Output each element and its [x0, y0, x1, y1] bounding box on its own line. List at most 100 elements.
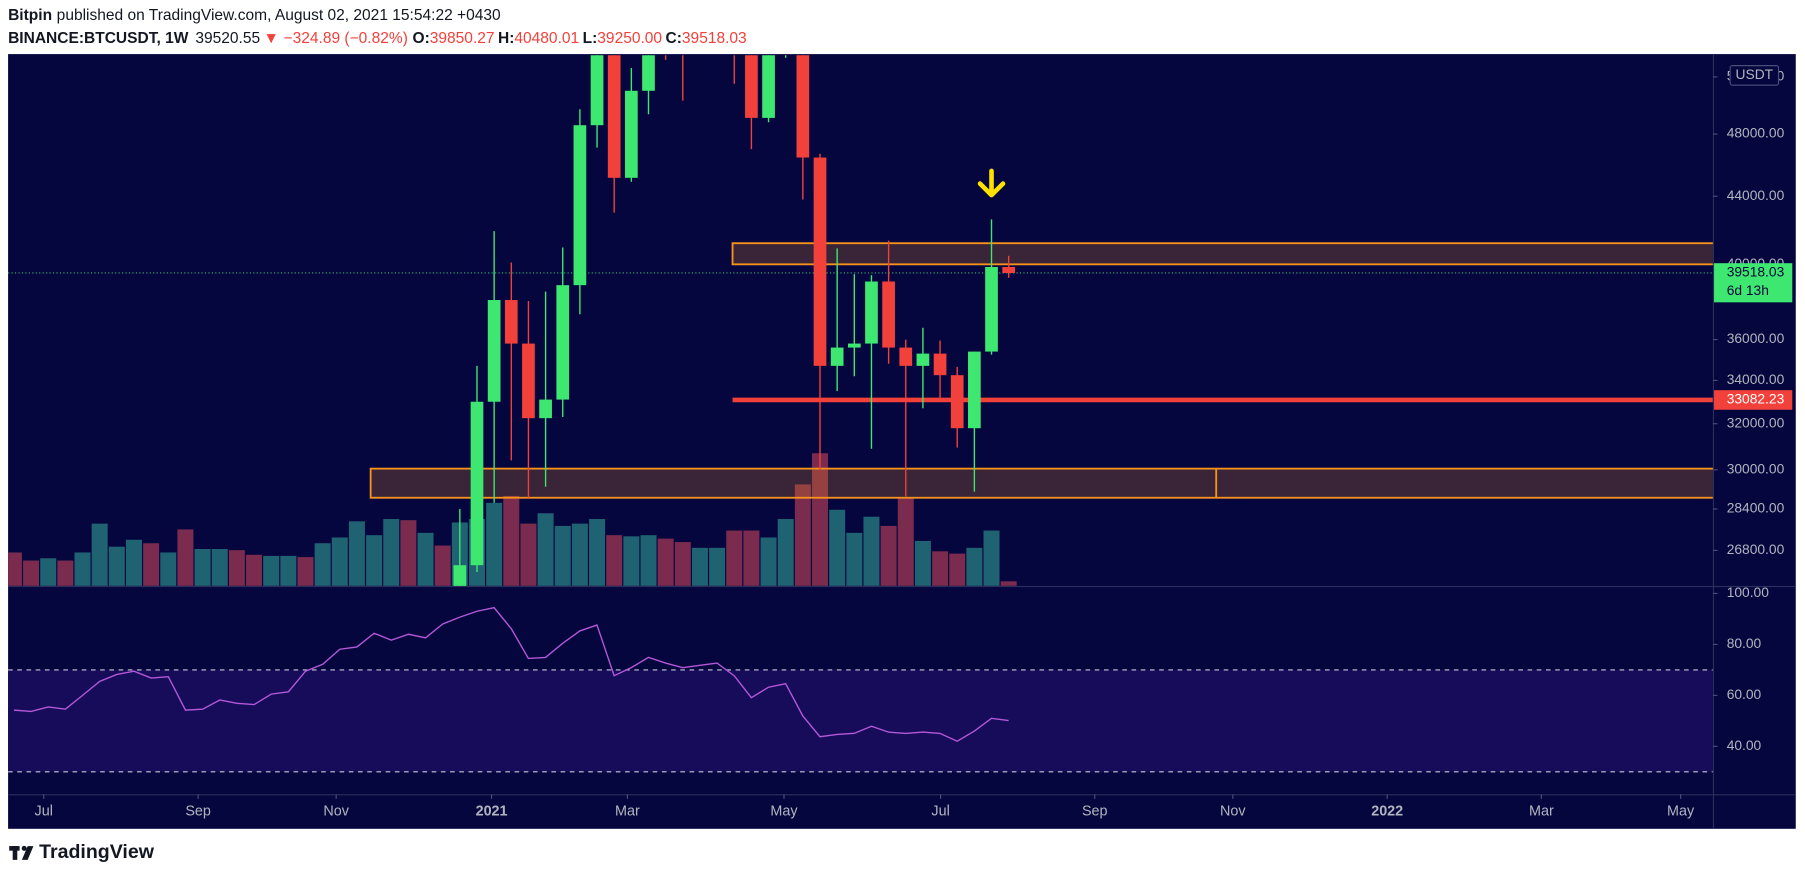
author: Bitpin — [8, 7, 52, 24]
last-price: 39520.55 — [195, 30, 260, 47]
candle-body — [916, 353, 930, 366]
volume-bar — [846, 532, 863, 586]
volume-bar — [246, 554, 263, 586]
candle-body — [694, 0, 707, 27]
rsi-tick-label: 40.00 — [1727, 737, 1762, 753]
candle-body — [539, 399, 552, 419]
x-tick-label: Mar — [615, 803, 640, 819]
volume-bar — [949, 553, 966, 586]
volume-bar — [434, 545, 451, 586]
logo-mark — [12, 846, 18, 860]
currency-box — [1729, 65, 1780, 86]
volume-bar — [589, 519, 606, 586]
volume-bar — [74, 552, 91, 586]
x-tick-label: Jul — [931, 803, 949, 819]
volume-bar — [760, 537, 777, 586]
candle-body — [830, 347, 844, 366]
axes: 26800.00 28400.00 30000.00 32000.00 34000.00… — [35, 65, 1793, 819]
x-tick-label: May — [1667, 803, 1695, 819]
candle-body — [642, 55, 655, 91]
price-label-box — [1714, 390, 1793, 410]
logo-mark — [21, 846, 34, 860]
y-tick-label: 30000.00 — [1727, 460, 1785, 476]
candle-body — [522, 343, 535, 419]
zone — [369, 467, 1713, 499]
y-tick-label: 32000.00 — [1727, 414, 1785, 430]
arrow — [977, 168, 1006, 198]
candle-body — [950, 375, 964, 429]
volume-bar — [314, 543, 331, 586]
logo-mark — [21, 845, 27, 851]
candle-body — [487, 300, 501, 402]
logo: TradingView — [9, 841, 155, 863]
volume-bar — [1000, 581, 1017, 586]
volume-bar — [194, 549, 211, 586]
candle-body — [590, 55, 604, 126]
volume-bar — [743, 530, 760, 586]
rsi-pane — [8, 606, 1713, 773]
candle-body — [556, 285, 570, 400]
symbol: BINANCE:BTCUSDT, 1W — [8, 30, 189, 47]
rsi-tick-label: 80.00 — [1727, 635, 1762, 651]
volume-bar — [486, 502, 503, 586]
y-tick-label: 26800.00 — [1727, 541, 1785, 557]
x-tick-label: Sep — [1082, 803, 1108, 819]
volume-bar — [8, 552, 22, 586]
price-label: 39518.03 — [1727, 264, 1785, 280]
zone — [731, 242, 1713, 266]
y-tick-label: 44000.00 — [1727, 187, 1785, 203]
volume-bar — [726, 530, 743, 586]
volume-bar — [503, 495, 520, 586]
candle-body — [1002, 266, 1016, 273]
x-tick-label: Nov — [1220, 803, 1246, 819]
x-tick-label: 2022 — [1371, 803, 1403, 819]
candle-body — [813, 157, 827, 366]
candle-body — [847, 343, 861, 348]
candle-body — [728, 0, 741, 22]
price-label: 33082.23 — [1727, 391, 1785, 407]
candle-body — [882, 281, 895, 348]
logo-text: TradingView — [39, 841, 155, 863]
candle-body — [762, 55, 775, 118]
volume-bar — [777, 519, 794, 586]
volume-bar — [23, 560, 40, 586]
x-tick-label: May — [770, 803, 798, 819]
volume-bar — [914, 540, 931, 586]
volume-bar — [263, 555, 280, 586]
ohlc-key: H: — [498, 30, 514, 47]
candle-body — [745, 55, 758, 118]
y-tick-label: 48000.00 — [1727, 125, 1785, 141]
volume-bar — [691, 547, 708, 586]
x-tick-label: 2021 — [476, 803, 508, 819]
volume-bar — [537, 513, 554, 586]
volume-bar — [91, 523, 108, 586]
candle-body — [968, 351, 981, 429]
y-tick-label: 28400.00 — [1727, 500, 1785, 516]
ohlc-value: 40480.01 — [514, 30, 579, 47]
candle-body — [796, 55, 810, 158]
volume-bar — [863, 516, 880, 586]
volume-bar — [880, 525, 897, 586]
volume-bar — [606, 535, 623, 586]
candle-body — [625, 90, 638, 178]
candle-body — [985, 267, 998, 352]
change-arrow: ▼ — [264, 30, 279, 47]
change: −324.89 (−0.82%) — [284, 30, 408, 47]
volume-bar — [417, 532, 434, 586]
volume-bar — [640, 535, 657, 586]
rsi-tick-label: 100.00 — [1727, 584, 1770, 600]
volume-bar — [57, 560, 74, 586]
currency-label: USDT — [1736, 66, 1774, 82]
ohlc-value: 39850.27 — [430, 30, 495, 47]
published: published on TradingView.com, August 02,… — [57, 7, 501, 24]
volume-bar — [125, 539, 142, 586]
candle-body — [865, 281, 878, 344]
rsi-tick-label: 60.00 — [1727, 686, 1762, 702]
volume-bar — [366, 535, 383, 586]
candle-body — [607, 55, 621, 178]
rsi-band — [8, 669, 1713, 772]
volume-bar — [520, 523, 537, 586]
volume-bar — [812, 453, 829, 586]
ohlc-key: L: — [583, 30, 598, 47]
